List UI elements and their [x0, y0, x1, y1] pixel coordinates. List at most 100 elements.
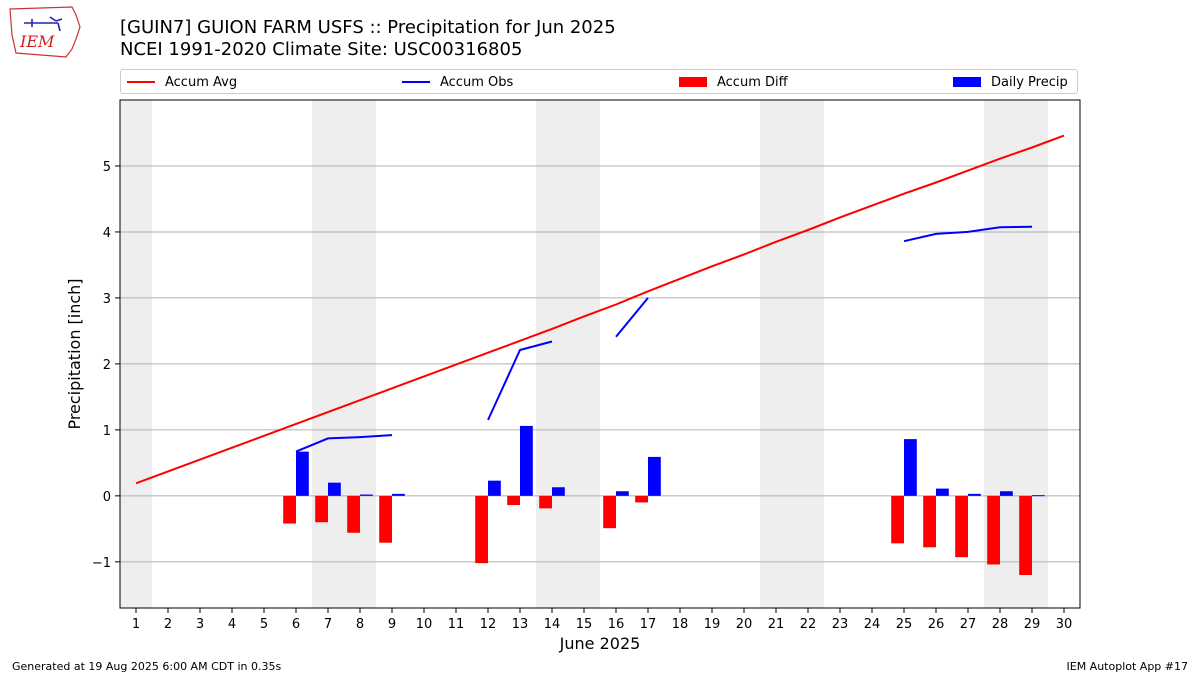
x-tick-label: 8: [356, 617, 364, 632]
y-axis-label: Precipitation [inch]: [65, 278, 84, 429]
daily-precip-bar: [552, 487, 565, 496]
daily-precip-bar: [488, 480, 501, 496]
daily-precip-bar: [968, 493, 981, 496]
plot-frame: [119, 99, 1081, 609]
y-tick-label: −1: [92, 556, 111, 571]
legend-diff-swatch: [679, 77, 707, 87]
accum-diff-bar: [923, 495, 936, 548]
weekend-band: [120, 100, 152, 608]
x-tick-label: 20: [736, 617, 753, 632]
weekend-band: [312, 100, 344, 608]
x-tick-label: 13: [512, 617, 529, 632]
legend-obs-swatch: [402, 81, 430, 83]
accum-diff-bar: [987, 495, 1000, 565]
legend-daily-label: Daily Precip: [991, 74, 1068, 90]
weekend-band: [536, 100, 568, 608]
iowa-outline-icon: [9, 6, 81, 58]
legend-accum-avg: Accum Avg: [127, 73, 237, 91]
iem-logo: IEM: [6, 5, 82, 59]
accum-diff-bar: [955, 495, 968, 558]
y-tick-label: 3: [103, 292, 111, 307]
x-tick-label: 21: [768, 617, 785, 632]
daily-precip-bar: [1032, 495, 1045, 497]
x-tick-label: 17: [640, 617, 657, 632]
accum-avg-line: [135, 134, 1065, 485]
chart-title: [GUIN7] GUION FARM USFS :: Precipitation…: [120, 17, 616, 38]
weekend-band: [568, 100, 600, 608]
y-tick-label: 4: [103, 226, 111, 241]
accum-diff-bar: [507, 495, 520, 506]
accum-diff-bar: [283, 495, 296, 524]
accum-diff-bar: [379, 495, 392, 543]
daily-precip-bar: [1000, 491, 1013, 496]
accum-diff-bar: [475, 495, 488, 564]
accum-diff-bar: [635, 495, 648, 503]
accum-diff-bar: [603, 495, 616, 529]
y-tick-label: 1: [103, 424, 111, 439]
x-tick-label: 1: [132, 617, 140, 632]
accum-diff-bar: [315, 495, 328, 523]
x-tick-label: 25: [896, 617, 913, 632]
x-tick-label: 30: [1056, 617, 1073, 632]
x-tick-label: 3: [196, 617, 204, 632]
accum-obs-line: [487, 340, 553, 421]
daily-precip-bar: [648, 456, 661, 496]
logo-text: IEM: [19, 32, 55, 51]
legend-accum-obs: Accum Obs: [402, 73, 513, 91]
accum-diff-bar: [891, 495, 904, 544]
accum-obs-line: [903, 225, 1033, 243]
daily-precip-bar: [392, 493, 405, 496]
legend-daily-precip: Daily Precip: [953, 73, 1068, 91]
legend-avg-swatch: [127, 81, 155, 83]
daily-precip-bar: [616, 491, 629, 496]
legend-daily-swatch: [953, 77, 981, 87]
x-tick-label: 12: [480, 617, 497, 632]
x-tick-label: 19: [704, 617, 721, 632]
x-tick-label: 9: [388, 617, 396, 632]
daily-precip-bar: [520, 425, 533, 496]
chart-subtitle: NCEI 1991-2020 Climate Site: USC00316805: [120, 39, 523, 60]
x-tick-label: 6: [292, 617, 300, 632]
accum-diff-bar: [347, 495, 360, 533]
accum-diff-bar: [1019, 495, 1032, 576]
chart-legend: Accum Avg Accum Obs Accum Diff Daily Pre…: [120, 69, 1078, 94]
x-tick-label: 18: [672, 617, 689, 632]
daily-precip-bar: [296, 451, 309, 496]
x-tick-label: 10: [416, 617, 433, 632]
generated-note: Generated at 19 Aug 2025 6:00 AM CDT in …: [12, 660, 282, 673]
daily-precip-bar: [936, 488, 949, 496]
legend-accum-diff: Accum Diff: [679, 73, 788, 91]
legend-diff-label: Accum Diff: [717, 74, 788, 90]
weather-station-icon: [24, 16, 63, 32]
weekend-band: [760, 100, 792, 608]
x-tick-label: 26: [928, 617, 945, 632]
x-tick-label: 27: [960, 617, 977, 632]
legend-avg-label: Accum Avg: [165, 74, 238, 90]
x-tick-label: 16: [608, 617, 625, 632]
accum-obs-line: [615, 297, 649, 338]
x-tick-label: 15: [576, 617, 593, 632]
x-tick-label: 11: [448, 617, 465, 632]
accum-diff-bar: [539, 495, 552, 509]
daily-precip-bar: [328, 482, 341, 496]
y-tick-label: 0: [103, 490, 111, 505]
daily-precip-bar: [904, 439, 917, 496]
x-tick-label: 7: [324, 617, 332, 632]
x-tick-label: 5: [260, 617, 268, 632]
y-tick-label: 2: [103, 358, 111, 373]
x-axis-label: June 2025: [559, 634, 641, 653]
weekend-band: [792, 100, 824, 608]
x-tick-label: 23: [832, 617, 849, 632]
x-tick-label: 29: [1024, 617, 1041, 632]
x-tick-label: 4: [228, 617, 236, 632]
daily-precip-bar: [360, 494, 373, 496]
y-tick-label: 5: [103, 160, 111, 175]
x-tick-label: 2: [164, 617, 172, 632]
x-tick-label: 28: [992, 617, 1009, 632]
x-tick-label: 22: [800, 617, 817, 632]
legend-obs-label: Accum Obs: [440, 74, 514, 90]
x-tick-label: 24: [864, 617, 881, 632]
app-note: IEM Autoplot App #17: [1066, 660, 1189, 673]
x-tick-label: 14: [544, 617, 561, 632]
